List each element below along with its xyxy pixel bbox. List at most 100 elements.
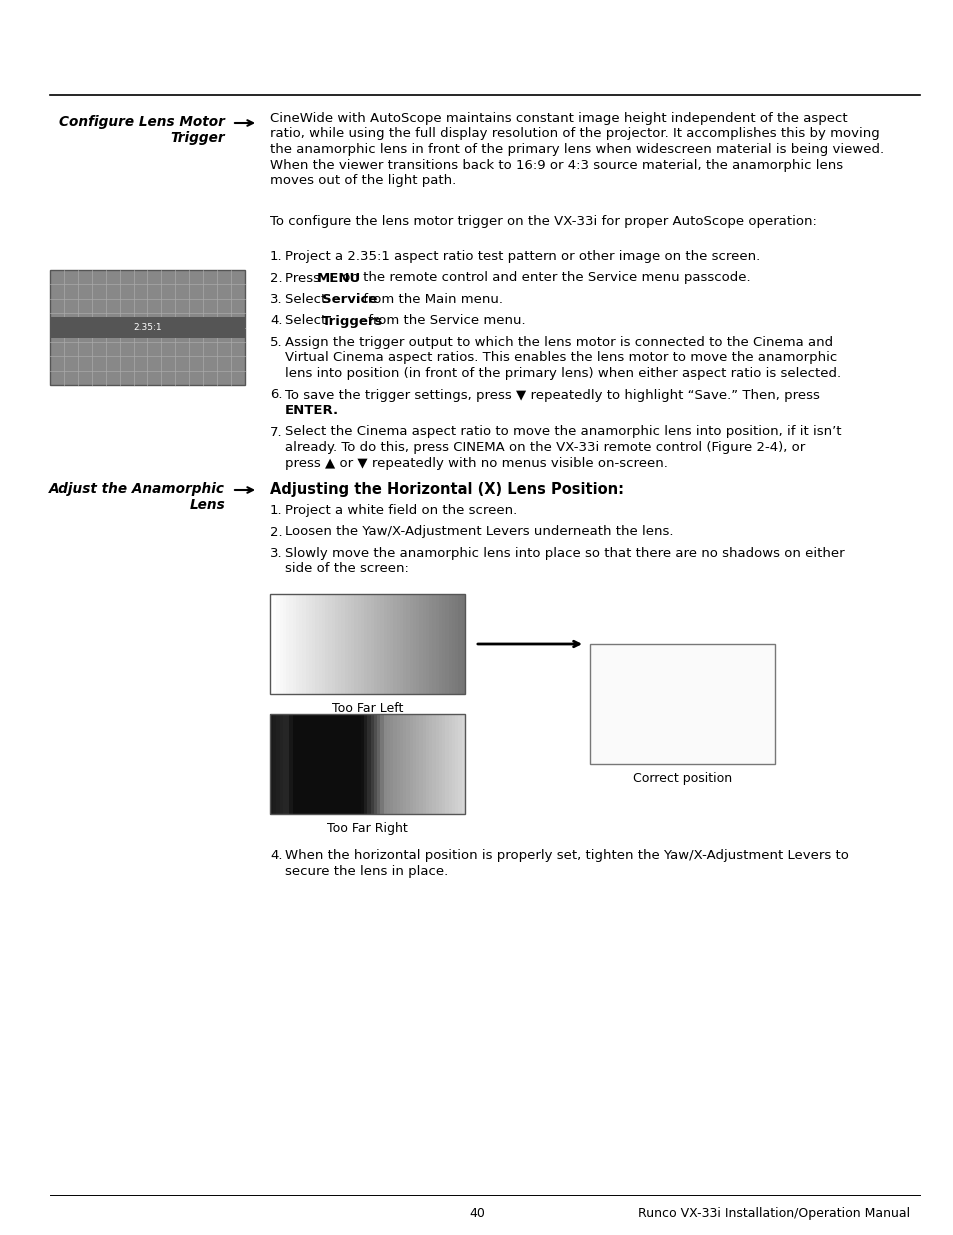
Bar <box>403 594 407 694</box>
Text: side of the screen:: side of the screen: <box>285 562 409 576</box>
Bar <box>436 594 439 694</box>
Bar <box>315 714 319 814</box>
Text: Service: Service <box>321 293 377 306</box>
Text: ENTER.: ENTER. <box>285 404 338 417</box>
Text: To configure the lens motor trigger on the VX-33i for proper AutoScope operation: To configure the lens motor trigger on t… <box>270 215 816 228</box>
Bar <box>432 594 436 694</box>
Bar <box>422 594 426 694</box>
Bar <box>328 594 332 694</box>
Bar <box>332 714 335 814</box>
Bar <box>442 714 446 814</box>
Bar <box>289 714 293 814</box>
Text: lens into position (in front of the primary lens) when either aspect ratio is se: lens into position (in front of the prim… <box>285 367 841 380</box>
Bar <box>305 594 309 694</box>
Bar <box>399 594 403 694</box>
Bar <box>442 594 446 694</box>
Text: Adjusting the Horizontal (X) Lens Position:: Adjusting the Horizontal (X) Lens Positi… <box>270 482 623 496</box>
Bar <box>410 594 413 694</box>
Text: Project a 2.35:1 aspect ratio test pattern or other image on the screen.: Project a 2.35:1 aspect ratio test patte… <box>285 249 760 263</box>
Bar <box>422 714 426 814</box>
Bar <box>50 317 245 338</box>
Bar <box>448 714 452 814</box>
Text: Runco VX-33i Installation/Operation Manual: Runco VX-33i Installation/Operation Manu… <box>638 1207 909 1220</box>
Bar <box>387 594 391 694</box>
Bar <box>426 594 429 694</box>
Bar <box>344 714 348 814</box>
Bar <box>283 714 287 814</box>
Text: already. To do this, press CINEMA on the VX-33i remote control (Figure 2-4), or: already. To do this, press CINEMA on the… <box>285 441 804 454</box>
Text: 40: 40 <box>469 1207 484 1220</box>
Bar <box>312 594 315 694</box>
Bar <box>445 714 449 814</box>
Bar <box>270 594 274 694</box>
Bar <box>396 594 400 694</box>
Bar <box>309 594 313 694</box>
Bar <box>351 594 355 694</box>
Text: Too Far Left: Too Far Left <box>332 701 403 715</box>
Text: Project a white field on the screen.: Project a white field on the screen. <box>285 504 517 517</box>
Bar <box>367 714 371 814</box>
Text: press ▲ or ▼ repeatedly with no menus visible on-screen.: press ▲ or ▼ repeatedly with no menus vi… <box>285 457 667 469</box>
Text: Virtual Cinema aspect ratios. This enables the lens motor to move the anamorphic: Virtual Cinema aspect ratios. This enabl… <box>285 352 837 364</box>
Text: 1.: 1. <box>270 249 282 263</box>
Bar <box>390 714 394 814</box>
Bar <box>302 714 306 814</box>
Bar <box>348 714 352 814</box>
Bar <box>341 714 345 814</box>
Bar <box>374 594 377 694</box>
Bar <box>458 714 462 814</box>
Bar <box>312 714 315 814</box>
Bar <box>406 714 410 814</box>
Text: 3.: 3. <box>270 293 282 306</box>
Bar <box>318 714 322 814</box>
Bar <box>360 594 364 694</box>
Text: 4.: 4. <box>270 315 282 327</box>
Bar <box>325 594 329 694</box>
Bar <box>410 714 413 814</box>
Bar <box>295 594 299 694</box>
Bar <box>416 714 419 814</box>
Bar <box>286 594 290 694</box>
Bar <box>413 714 416 814</box>
Bar <box>419 594 423 694</box>
Bar <box>355 714 358 814</box>
Text: 1.: 1. <box>270 504 282 517</box>
Text: Too Far Right: Too Far Right <box>327 823 408 835</box>
Bar <box>305 714 309 814</box>
Bar <box>371 594 375 694</box>
Bar <box>452 594 456 694</box>
Bar <box>403 714 407 814</box>
Bar <box>426 714 429 814</box>
Bar <box>357 714 361 814</box>
Text: 7.: 7. <box>270 426 282 438</box>
Bar <box>355 594 358 694</box>
Bar <box>283 594 287 694</box>
Bar <box>289 594 293 694</box>
Bar <box>452 714 456 814</box>
Bar <box>335 594 338 694</box>
Bar <box>322 594 325 694</box>
Bar <box>413 594 416 694</box>
Bar <box>270 714 274 814</box>
Text: Select: Select <box>285 293 330 306</box>
Bar <box>380 714 384 814</box>
Bar <box>270 594 464 694</box>
Bar <box>393 594 396 694</box>
Bar <box>295 714 299 814</box>
Text: Adjust the Anamorphic: Adjust the Anamorphic <box>49 482 225 496</box>
Bar <box>286 714 290 814</box>
Bar <box>276 714 280 814</box>
Bar <box>276 594 280 694</box>
Text: Loosen the Yaw/X-Adjustment Levers underneath the lens.: Loosen the Yaw/X-Adjustment Levers under… <box>285 526 673 538</box>
Text: When the viewer transitions back to 16:9 or 4:3 source material, the anamorphic : When the viewer transitions back to 16:9… <box>270 158 842 172</box>
Bar <box>399 714 403 814</box>
Bar <box>367 594 371 694</box>
Bar <box>364 594 368 694</box>
Text: Select: Select <box>285 315 330 327</box>
Bar <box>390 594 394 694</box>
Text: 2.35:1: 2.35:1 <box>133 324 162 332</box>
Text: from the Main menu.: from the Main menu. <box>358 293 502 306</box>
Bar <box>438 714 442 814</box>
Text: To save the trigger settings, press ▼ repeatedly to highlight “Save.” Then, pres: To save the trigger settings, press ▼ re… <box>285 389 819 401</box>
Bar <box>325 714 329 814</box>
